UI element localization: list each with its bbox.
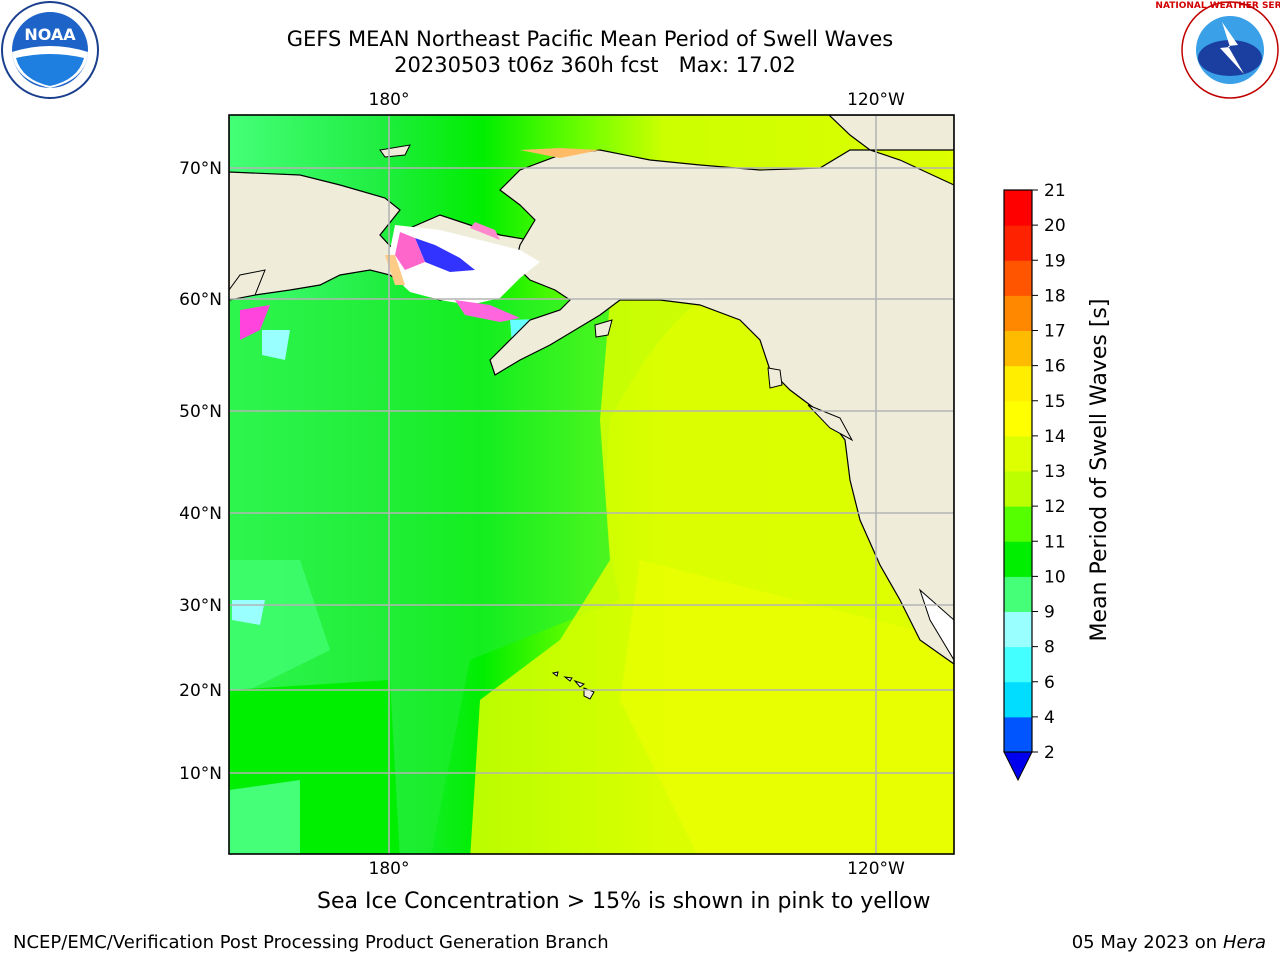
title-line-2: 20230503 t06z 360h fcst Max: 17.02 bbox=[394, 53, 796, 77]
sea-ice-pink-3 bbox=[455, 300, 520, 322]
grid-lines bbox=[229, 115, 954, 854]
colorbar-tick-label: 10 bbox=[1044, 567, 1066, 587]
kodiak-island bbox=[594, 319, 613, 338]
title-line-1: GEFS MEAN Northeast Pacific Mean Period … bbox=[286, 27, 894, 51]
lon-label-bottom-180: 180° bbox=[369, 859, 410, 879]
sea-ice-pink-2 bbox=[470, 222, 500, 240]
noaa-logo: NOAA bbox=[1, 1, 99, 99]
colorbar-segment bbox=[1004, 295, 1032, 331]
light-green-region-sw bbox=[229, 780, 300, 854]
colorbar-segment bbox=[1004, 400, 1032, 437]
colorbar: 2 4 6 8 9 10 11 12 13 14 15 16 17 18 19 20 21 bbox=[1003, 181, 1066, 782]
colorbar-tick-label: 6 bbox=[1044, 673, 1055, 693]
credit-text: NCEP/EMC/Verification Post Processing Pr… bbox=[13, 932, 609, 953]
date-value: 05 May 2023 on bbox=[1071, 932, 1218, 953]
colorbar-tick-label: 12 bbox=[1044, 497, 1066, 517]
colorbar-segment bbox=[1004, 365, 1032, 402]
lat-label-30n: 30°N bbox=[179, 596, 222, 616]
lat-label-60n: 60°N bbox=[179, 290, 222, 310]
colorbar-tick-label: 2 bbox=[1044, 743, 1055, 763]
sea-ice-pink bbox=[395, 232, 425, 270]
vancouver-island bbox=[807, 404, 854, 442]
colorbar-tick-label: 11 bbox=[1044, 532, 1066, 552]
bright-yellow-region bbox=[620, 560, 954, 854]
host-name: Hera bbox=[1222, 932, 1266, 953]
colorbar-segment bbox=[1004, 681, 1032, 718]
cyan-patch-2 bbox=[232, 600, 265, 625]
noaa-logo-text: NOAA bbox=[24, 25, 76, 44]
nws-logo-text: NATIONAL WEATHER SERVICE bbox=[1155, 1, 1280, 11]
colorbar-segment bbox=[1004, 611, 1032, 648]
colorbar-tick-label: 17 bbox=[1044, 322, 1066, 342]
light-green-region bbox=[229, 560, 330, 700]
sea-ice-yellow bbox=[385, 255, 405, 285]
lon-label-top-120w: 120°W bbox=[847, 90, 905, 110]
colorbar-tick-label: 13 bbox=[1044, 462, 1066, 482]
colorbar-segment bbox=[1004, 506, 1032, 542]
colorbar-tick-label: 9 bbox=[1044, 603, 1055, 623]
map-area bbox=[229, 115, 954, 854]
colorbar-tick-label: 16 bbox=[1044, 357, 1066, 377]
colorbar-tick-label: 18 bbox=[1044, 286, 1066, 306]
nws-logo: NATIONAL WEATHER SERVICE bbox=[1155, 1, 1280, 99]
colorbar-segment bbox=[1004, 190, 1032, 226]
colorbar-tick-label: 20 bbox=[1044, 216, 1066, 236]
lat-label-70n: 70°N bbox=[179, 159, 222, 179]
land-kamchatka bbox=[229, 269, 266, 301]
colorbar-segment bbox=[1004, 435, 1032, 472]
lat-label-20n: 20°N bbox=[179, 681, 222, 701]
colorbar-segment bbox=[1004, 471, 1032, 507]
colorbar-under-arrow bbox=[1003, 751, 1033, 782]
ice-note: Sea Ice Concentration > 15% is shown in … bbox=[317, 889, 931, 914]
sea-ice-orange bbox=[520, 148, 600, 158]
date-text: 05 May 2023 on Hera bbox=[1072, 932, 1266, 953]
baja-gulf bbox=[918, 588, 954, 661]
lon-label-top-180: 180° bbox=[369, 90, 410, 110]
colorbar-segment bbox=[1004, 576, 1032, 612]
colorbar-tick-label: 8 bbox=[1044, 638, 1055, 658]
lat-label-50n: 50°N bbox=[179, 402, 222, 422]
colorbar-segment bbox=[1004, 646, 1032, 683]
colorbar-segment bbox=[1004, 716, 1032, 753]
colorbar-tick-label: 19 bbox=[1044, 251, 1066, 271]
colorbar-tick-label: 4 bbox=[1044, 708, 1055, 728]
chart-title: GEFS MEAN Northeast Pacific Mean Period … bbox=[0, 26, 1180, 78]
lat-label-10n: 10°N bbox=[179, 764, 222, 784]
wrangel-island bbox=[379, 144, 411, 158]
colorbar-tick-label: 21 bbox=[1044, 181, 1066, 201]
colorbar-segment bbox=[1004, 330, 1032, 367]
colorbar-segment bbox=[1004, 541, 1032, 577]
land-alaska-canada bbox=[489, 115, 954, 665]
lat-label-40n: 40°N bbox=[179, 504, 222, 524]
cyan-patch bbox=[262, 330, 290, 360]
haida-gwaii bbox=[767, 367, 783, 389]
colorbar-tick-label: 15 bbox=[1044, 392, 1066, 412]
sea-ice-pink-4 bbox=[240, 305, 270, 340]
map-frame bbox=[228, 114, 955, 855]
hawaii-islands bbox=[551, 671, 595, 700]
colorbar-segment bbox=[1004, 225, 1032, 261]
colorbar-segment bbox=[1004, 260, 1032, 296]
colorbar-label: Mean Period of Swell Waves [s] bbox=[1087, 299, 1112, 642]
sea-ice-blue bbox=[415, 238, 475, 272]
lon-label-bottom-120w: 120°W bbox=[847, 859, 905, 879]
colorbar-tick-label: 14 bbox=[1044, 427, 1066, 447]
